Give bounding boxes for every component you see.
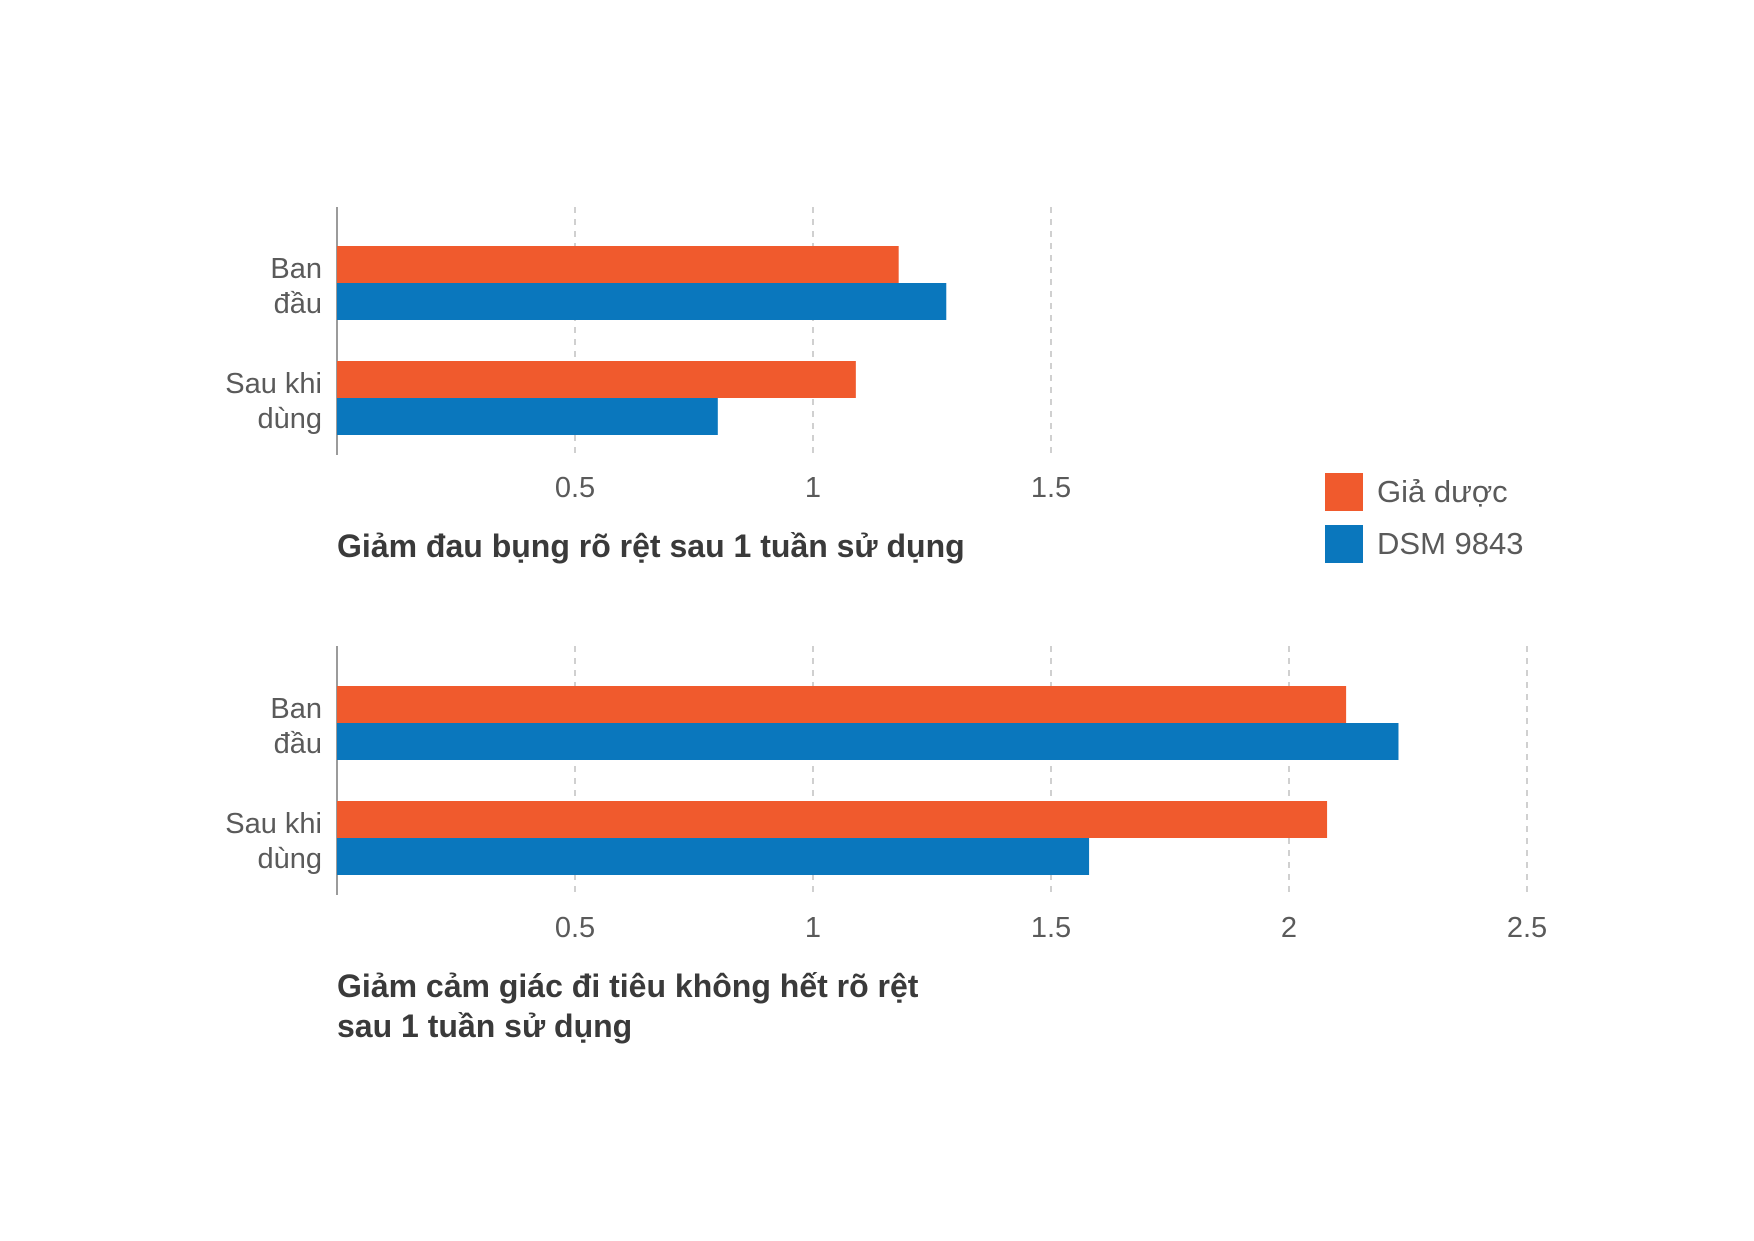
legend-label-placebo: Giả dược xyxy=(1377,474,1508,509)
legend-label-dsm: DSM 9843 xyxy=(1377,526,1524,561)
chart2-tick-label-4: 2 xyxy=(1281,912,1297,944)
chart1-bar-dsm-1 xyxy=(337,283,947,320)
chart2-bar-placebo-2 xyxy=(337,801,1328,838)
chart1-category-label-1-line-2: đầu xyxy=(274,288,322,320)
chart1-category-label-1-line-1: Ban xyxy=(270,253,322,285)
legend-item-placebo: Giả dược xyxy=(1325,473,1523,511)
chart2-category-label-1-line-2: đầu xyxy=(274,728,322,760)
chart1-bar-dsm-2 xyxy=(337,398,718,435)
chart2-bar-placebo-1 xyxy=(337,686,1347,723)
chart2-tick-label-3: 1.5 xyxy=(1031,912,1071,944)
chart1-tick-label-3: 1.5 xyxy=(1031,472,1071,504)
legend: Giả dược DSM 9843 xyxy=(1325,473,1523,577)
legend-item-dsm: DSM 9843 xyxy=(1325,525,1523,563)
legend-swatch-dsm xyxy=(1325,525,1363,563)
chart2-bar-dsm-2 xyxy=(337,838,1090,875)
chart1-title-line-1: Giảm đau bụng rõ rệt sau 1 tuần sử dụng xyxy=(337,528,965,564)
chart2-title-line-1: Giảm cảm giác đi tiêu không hết rõ rệt xyxy=(337,968,919,1004)
chart2-tick-label-5: 2.5 xyxy=(1507,912,1547,944)
chart2-category-label-1-line-1: Ban xyxy=(270,693,322,725)
chart2-category-label-2-line-2: dùng xyxy=(257,843,322,875)
chart2-category-label-2-line-1: Sau khi xyxy=(225,808,322,840)
chart2-tick-label-1: 0.5 xyxy=(555,912,595,944)
chart2-title-line-2: sau 1 tuần sử dụng xyxy=(337,1008,632,1044)
legend-swatch-placebo xyxy=(1325,473,1363,511)
chart1-tick-label-2: 1 xyxy=(805,472,821,504)
chart2-tick-label-2: 1 xyxy=(805,912,821,944)
chart1-category-label-2-line-1: Sau khi xyxy=(225,368,322,400)
chart1-bar-placebo-1 xyxy=(337,246,899,283)
chart1-tick-label-1: 0.5 xyxy=(555,472,595,504)
chart1-category-label-2-line-2: dùng xyxy=(257,403,322,435)
chart1-bar-placebo-2 xyxy=(337,361,856,398)
chart2-bar-dsm-1 xyxy=(337,723,1399,760)
